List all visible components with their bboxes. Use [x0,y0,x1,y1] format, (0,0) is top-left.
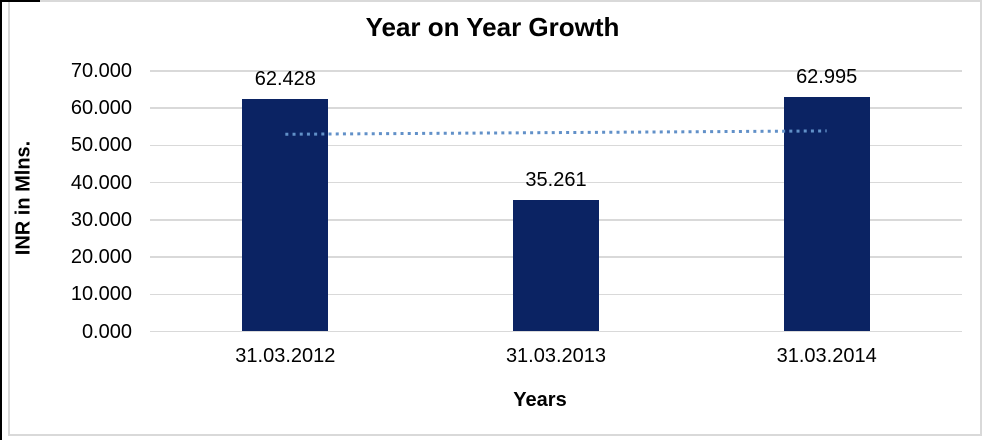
chart-border-frame [8,0,982,436]
y-tick-label: 0.000 [81,320,132,343]
y-tick-label: 70.000 [70,60,132,82]
y-tick-label: 10.000 [70,283,132,306]
x-tick-label: 31.03.2013 [505,345,607,367]
chart-title: Year on Year Growth [365,12,620,42]
bar-value-label: 62.995 [796,66,858,89]
gridline [150,330,962,333]
y-tick-label: 40.000 [70,171,132,194]
x-tick-label: 31.03.2014 [776,345,877,367]
bar-value-label: 35.261 [525,169,587,192]
bar [242,99,329,332]
top-edge-line [0,0,40,2]
y-tick-label: 20.000 [70,246,132,269]
x-axis-title: Years [513,389,567,411]
bar [783,97,870,332]
y-axis-title: INR in Mlns. [12,140,35,256]
left-edge-line [0,0,2,440]
y-tick-label: 30.000 [70,208,132,231]
gridline [150,144,962,147]
y-tick-label: 60.000 [70,97,132,120]
bar [513,200,599,332]
gridline [150,70,962,72]
x-tick-label: 31.03.2012 [235,345,336,367]
gridline [150,107,962,109]
gridline [150,181,962,184]
bar-value-label: 62.428 [254,68,316,91]
y-tick-label: 50.000 [70,134,132,157]
